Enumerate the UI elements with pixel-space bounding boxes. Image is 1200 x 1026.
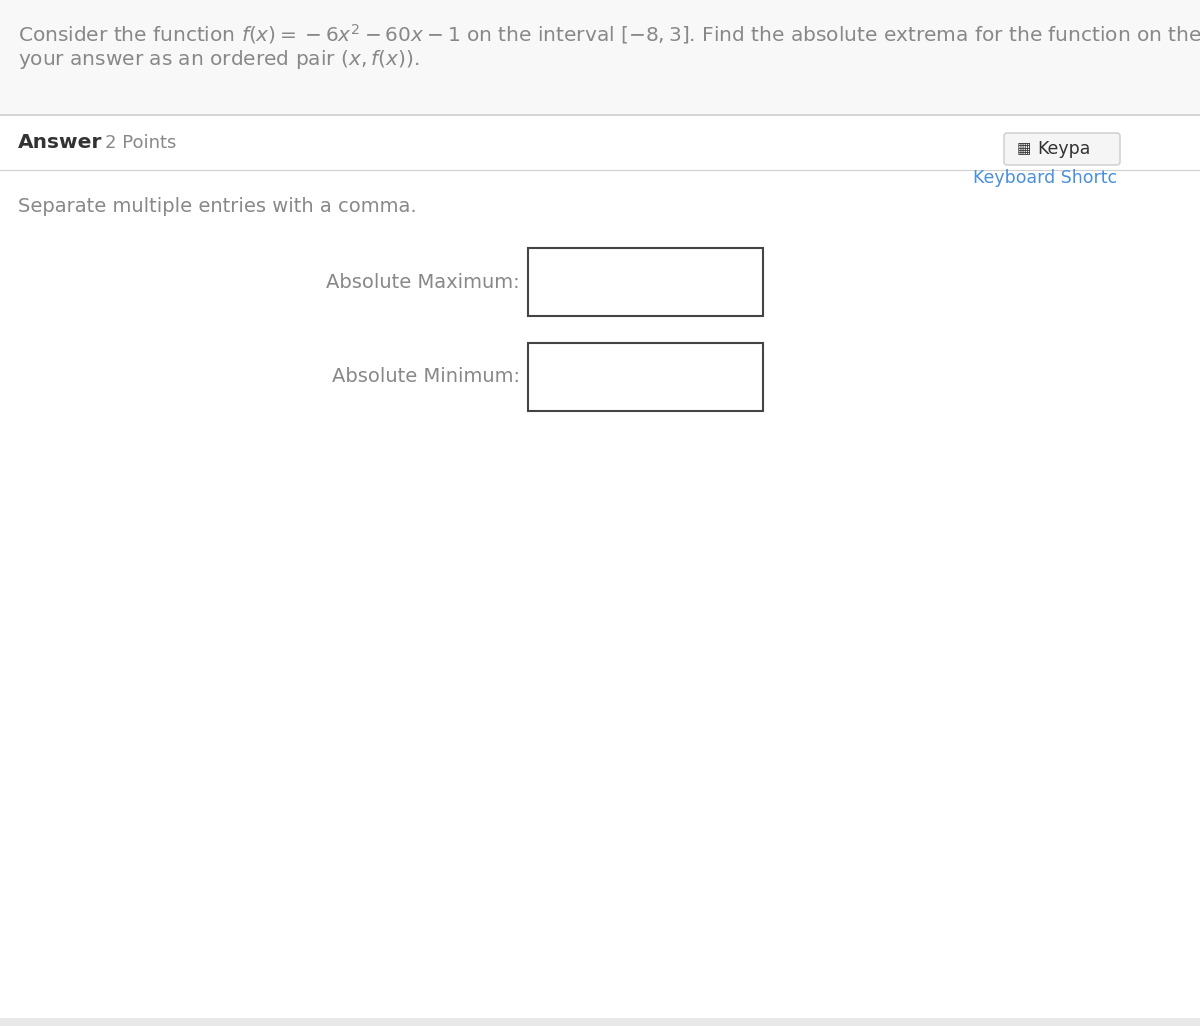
- Bar: [0, 1018, 1200, 1026]
- Text: Absolute Maximum:: Absolute Maximum:: [326, 273, 520, 291]
- Text: Keyboard Shortc: Keyboard Shortc: [973, 169, 1117, 187]
- Text: Separate multiple entries with a comma.: Separate multiple entries with a comma.: [18, 197, 416, 216]
- Text: Keypa: Keypa: [1037, 140, 1091, 158]
- Text: Answer: Answer: [18, 133, 102, 152]
- Text: Absolute Minimum:: Absolute Minimum:: [332, 367, 520, 387]
- FancyBboxPatch shape: [1004, 133, 1120, 165]
- Bar: [528, 248, 763, 316]
- Text: 2 Points: 2 Points: [106, 133, 176, 152]
- Text: Consider the function $f(x) = -6x^2 - 60x - 1$ on the interval $[-8, 3]$. Find t: Consider the function $f(x) = -6x^2 - 60…: [18, 22, 1200, 48]
- Text: ▦: ▦: [1018, 142, 1031, 157]
- Text: your answer as an ordered pair $(x, f(x))$.: your answer as an ordered pair $(x, f(x)…: [18, 48, 419, 71]
- Bar: [528, 343, 763, 411]
- Bar: [0, 0, 1200, 115]
